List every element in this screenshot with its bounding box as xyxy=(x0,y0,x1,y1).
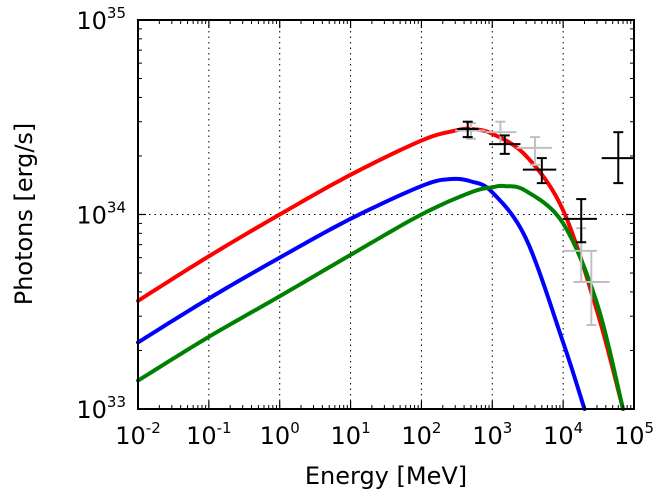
data-point xyxy=(522,157,557,185)
x-tick-exponent: 4 xyxy=(574,419,584,437)
x-tick-base: 10 xyxy=(331,422,362,450)
grid xyxy=(138,20,634,409)
series-lines xyxy=(136,126,626,411)
x-tick-exponent: 0 xyxy=(290,419,300,437)
data-point xyxy=(563,198,597,244)
y-tick-exponent: 34 xyxy=(107,199,126,217)
data-point xyxy=(573,249,610,327)
data-point xyxy=(485,120,517,146)
x-tick-base: 10 xyxy=(115,422,146,450)
x-tick-label: 101 xyxy=(331,419,371,450)
x-tick-label: 10-1 xyxy=(186,419,232,450)
x-tick-label: 104 xyxy=(543,419,583,450)
x-axis-label: Energy [MeV] xyxy=(305,462,467,490)
y-tick-base: 10 xyxy=(76,202,107,230)
x-tick-base: 10 xyxy=(401,422,432,450)
y-tick-base: 10 xyxy=(76,396,107,424)
x-tick-label: 102 xyxy=(401,419,441,450)
y-tick-exponent: 33 xyxy=(107,393,126,411)
x-tick-base: 10 xyxy=(260,422,291,450)
x-tick-exponent: -1 xyxy=(217,419,232,437)
data-points xyxy=(455,120,634,327)
x-tick-labels: 10-2 10-1 100 101 102 103 104 105 xyxy=(115,419,654,450)
data-point xyxy=(601,131,634,185)
x-tick-exponent: 2 xyxy=(432,419,442,437)
x-tick-label: 103 xyxy=(472,419,512,450)
x-tick-exponent: 5 xyxy=(645,419,655,437)
x-tick-exponent: 3 xyxy=(503,419,513,437)
y-axis-label: Photons [erg/s] xyxy=(10,123,38,306)
y-tick-label: 1034 xyxy=(76,199,126,230)
x-tick-base: 10 xyxy=(186,422,217,450)
x-tick-exponent: -2 xyxy=(146,419,161,437)
x-tick-label: 100 xyxy=(260,419,300,450)
x-tick-base: 10 xyxy=(543,422,574,450)
plot-frame xyxy=(137,19,635,410)
data-point xyxy=(516,136,553,166)
x-tick-base: 10 xyxy=(472,422,503,450)
series-line xyxy=(136,183,626,411)
y-tick-label: 1033 xyxy=(76,393,126,424)
x-tick-label: 10-2 xyxy=(115,419,161,450)
y-tick-exponent: 35 xyxy=(107,4,126,22)
series-line xyxy=(136,176,587,411)
x-tick-base: 10 xyxy=(614,422,645,450)
x-tick-exponent: 1 xyxy=(361,419,371,437)
data-point xyxy=(489,134,521,155)
y-tick-label: 1035 xyxy=(76,4,126,35)
x-tick-label: 105 xyxy=(614,419,654,450)
y-tick-base: 10 xyxy=(76,7,107,35)
data-point xyxy=(457,120,479,139)
series-line xyxy=(136,126,626,411)
